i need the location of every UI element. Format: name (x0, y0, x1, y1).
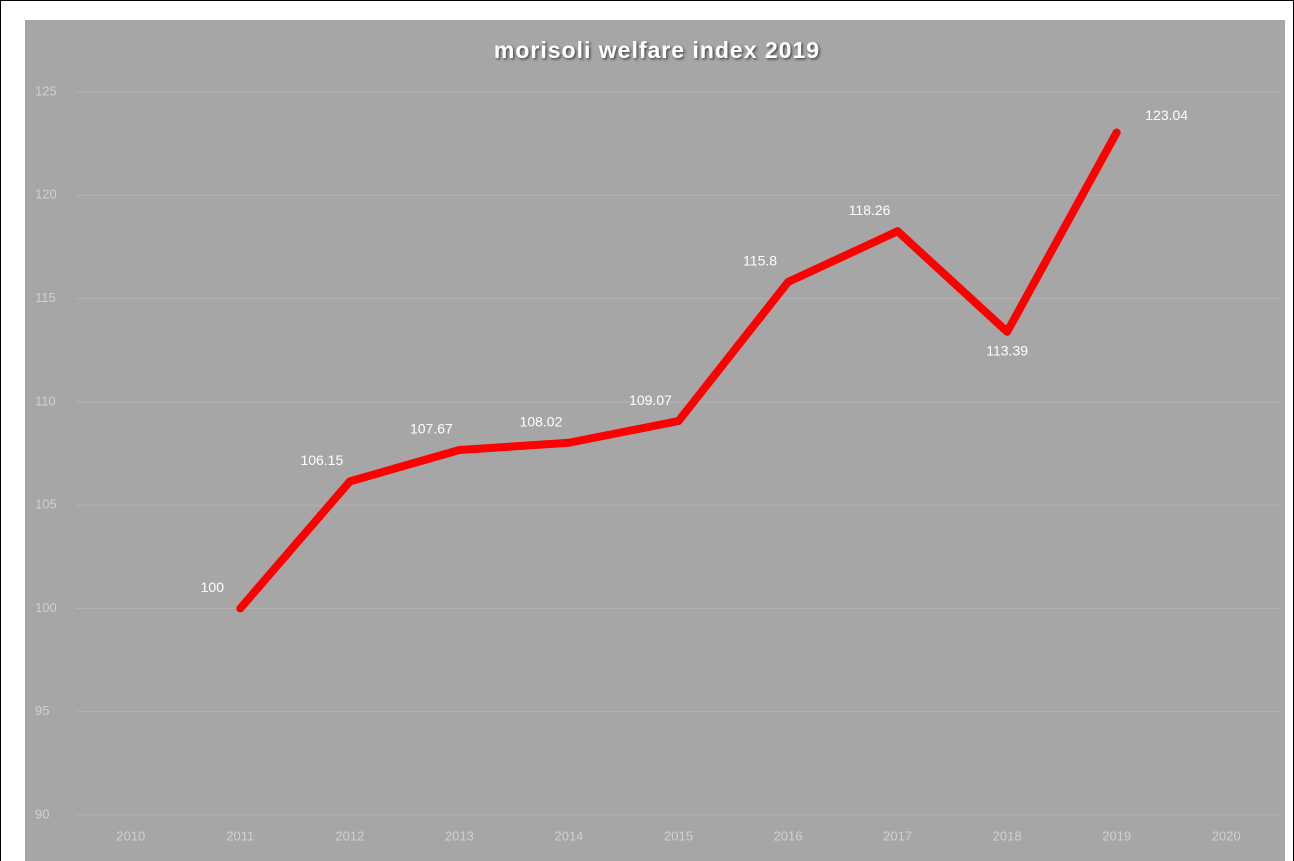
y-tick-label: 125 (35, 83, 57, 98)
data-label: 108.02 (520, 413, 563, 429)
y-tick-label: 95 (35, 703, 49, 718)
chart-title: morisoli welfare index 2019 (494, 37, 820, 63)
x-tick-label: 2016 (774, 828, 803, 843)
data-label: 109.07 (629, 392, 672, 408)
y-tick-label: 90 (35, 806, 49, 821)
x-tick-label: 2011 (226, 828, 254, 843)
x-tick-label: 2015 (664, 828, 693, 843)
y-tick-label: 115 (35, 290, 56, 305)
x-tick-label: 2020 (1212, 828, 1241, 843)
data-label: 115.8 (743, 253, 777, 269)
data-label: 100 (201, 579, 225, 595)
data-label: 118.26 (849, 202, 891, 218)
line (236, 128, 1121, 613)
x-tick-label: 2018 (993, 828, 1022, 843)
x-tick-label: 2017 (883, 828, 912, 843)
x-tick-label: 2014 (554, 828, 583, 843)
x-tick-label: 2010 (116, 828, 145, 843)
data-label: 113.39 (986, 343, 1028, 359)
y-tick-label: 120 (35, 187, 57, 202)
y-tick-label: 105 (35, 497, 57, 512)
data-label: 107.67 (410, 421, 453, 437)
data-label: 123.04 (1145, 107, 1188, 123)
y-tick-label: 100 (35, 600, 57, 615)
y-tick-label: 110 (35, 393, 56, 408)
data-label: 106.15 (300, 452, 343, 468)
x-tick-label: 2013 (445, 828, 474, 843)
x-tick-label: 2019 (1102, 828, 1131, 843)
plot-background (25, 20, 1285, 861)
x-tick-label: 2012 (335, 828, 364, 843)
